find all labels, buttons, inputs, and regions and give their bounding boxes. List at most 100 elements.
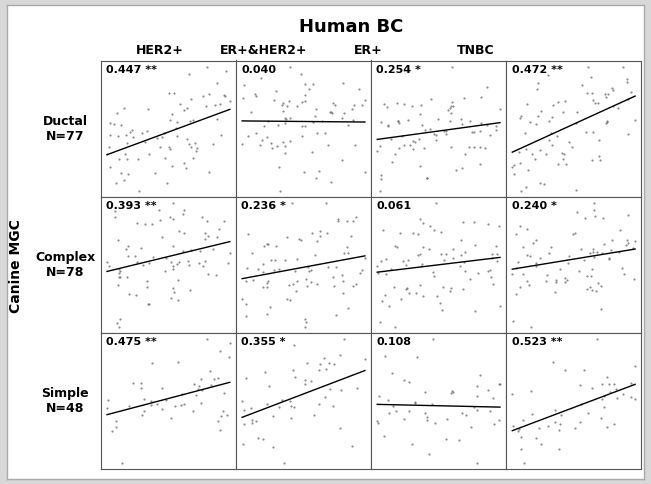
Point: [162, 179, 173, 187]
Point: [507, 423, 518, 430]
Point: [382, 396, 393, 404]
Point: [312, 280, 322, 288]
Text: 0.240 *: 0.240 *: [512, 201, 557, 211]
Point: [520, 183, 531, 191]
Point: [194, 259, 204, 267]
Point: [553, 426, 564, 434]
Point: [121, 245, 132, 253]
Text: 0.447 **: 0.447 **: [106, 64, 158, 75]
Point: [432, 292, 442, 300]
Point: [307, 229, 317, 237]
Point: [266, 257, 276, 264]
Point: [568, 230, 579, 238]
Text: HER2+: HER2+: [135, 45, 184, 57]
Point: [310, 112, 320, 120]
Point: [337, 271, 348, 279]
Text: Simple
N=48: Simple N=48: [41, 387, 89, 415]
Point: [122, 170, 133, 178]
Point: [395, 144, 405, 152]
Point: [280, 142, 290, 150]
Point: [301, 275, 312, 283]
Point: [262, 133, 272, 141]
Point: [617, 390, 628, 398]
Point: [187, 154, 198, 162]
Point: [116, 169, 126, 177]
Point: [182, 135, 193, 142]
Point: [205, 367, 215, 375]
Point: [439, 256, 449, 264]
Point: [164, 90, 174, 97]
Point: [130, 253, 141, 260]
Point: [300, 97, 311, 105]
Point: [290, 373, 300, 380]
Point: [404, 141, 415, 149]
Point: [437, 306, 447, 314]
Point: [247, 416, 257, 424]
Point: [469, 143, 479, 151]
Point: [589, 99, 600, 106]
Point: [380, 291, 390, 299]
Point: [593, 136, 603, 144]
Point: [560, 366, 570, 374]
Point: [512, 427, 523, 435]
Point: [132, 220, 143, 227]
Point: [280, 256, 290, 263]
Point: [564, 252, 574, 260]
Point: [528, 239, 538, 247]
Point: [264, 382, 275, 390]
Point: [596, 250, 607, 257]
Point: [339, 335, 349, 343]
Point: [352, 280, 362, 288]
Point: [507, 164, 518, 171]
Point: [482, 386, 493, 394]
Point: [547, 101, 558, 108]
Point: [570, 424, 580, 432]
Point: [114, 265, 124, 273]
Point: [559, 151, 570, 158]
Point: [273, 403, 284, 411]
Point: [464, 118, 475, 125]
Point: [105, 163, 115, 171]
Point: [120, 151, 130, 158]
Point: [611, 385, 621, 393]
Point: [469, 128, 479, 136]
Point: [607, 84, 617, 92]
Point: [522, 277, 533, 285]
Text: 0.393 **: 0.393 **: [106, 201, 157, 211]
Point: [408, 137, 418, 145]
Point: [408, 229, 419, 237]
Point: [374, 142, 385, 150]
Point: [604, 255, 615, 262]
Point: [374, 392, 384, 400]
Point: [536, 440, 546, 448]
Point: [329, 283, 339, 290]
Point: [553, 98, 563, 106]
Point: [237, 140, 247, 148]
Point: [430, 420, 441, 427]
Point: [168, 199, 178, 207]
Point: [175, 401, 186, 408]
Point: [381, 270, 391, 278]
Point: [288, 366, 298, 374]
Point: [113, 237, 123, 244]
Point: [514, 425, 524, 433]
Point: [440, 435, 450, 443]
Point: [167, 163, 177, 170]
Point: [215, 412, 226, 420]
Point: [304, 267, 314, 275]
Point: [102, 396, 113, 404]
Point: [445, 105, 455, 112]
Point: [417, 260, 427, 268]
Point: [204, 90, 215, 98]
Point: [168, 262, 178, 270]
Point: [446, 143, 456, 151]
Point: [142, 283, 152, 290]
Point: [526, 387, 536, 395]
Point: [336, 387, 346, 394]
Point: [111, 179, 121, 187]
Point: [375, 318, 385, 326]
Point: [170, 402, 180, 410]
Point: [302, 360, 312, 367]
Point: [491, 242, 501, 250]
Point: [609, 380, 619, 388]
